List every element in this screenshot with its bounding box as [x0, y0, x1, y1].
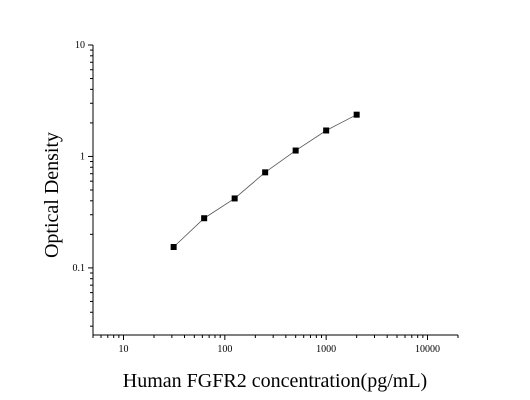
data-point: [353, 111, 360, 118]
data-point: [170, 244, 177, 251]
y-tick-label: 10: [75, 40, 85, 51]
fit-line: [173, 114, 357, 248]
data-point: [201, 215, 208, 222]
x-tick-label: 10000: [415, 344, 440, 355]
y-tick-label: 1: [80, 151, 85, 162]
data-point: [323, 127, 330, 134]
y-axis-title: Optical Density: [41, 132, 63, 258]
data-point: [292, 147, 299, 154]
x-tick-label: 1000: [316, 344, 336, 355]
x-tick-label: 10: [119, 344, 129, 355]
x-axis-title: Human FGFR2 concentration(pg/mL): [123, 370, 427, 392]
data-point: [231, 195, 238, 202]
data-point: [262, 169, 269, 176]
y-tick-label: 0.1: [73, 263, 86, 274]
x-tick-label: 100: [217, 344, 232, 355]
